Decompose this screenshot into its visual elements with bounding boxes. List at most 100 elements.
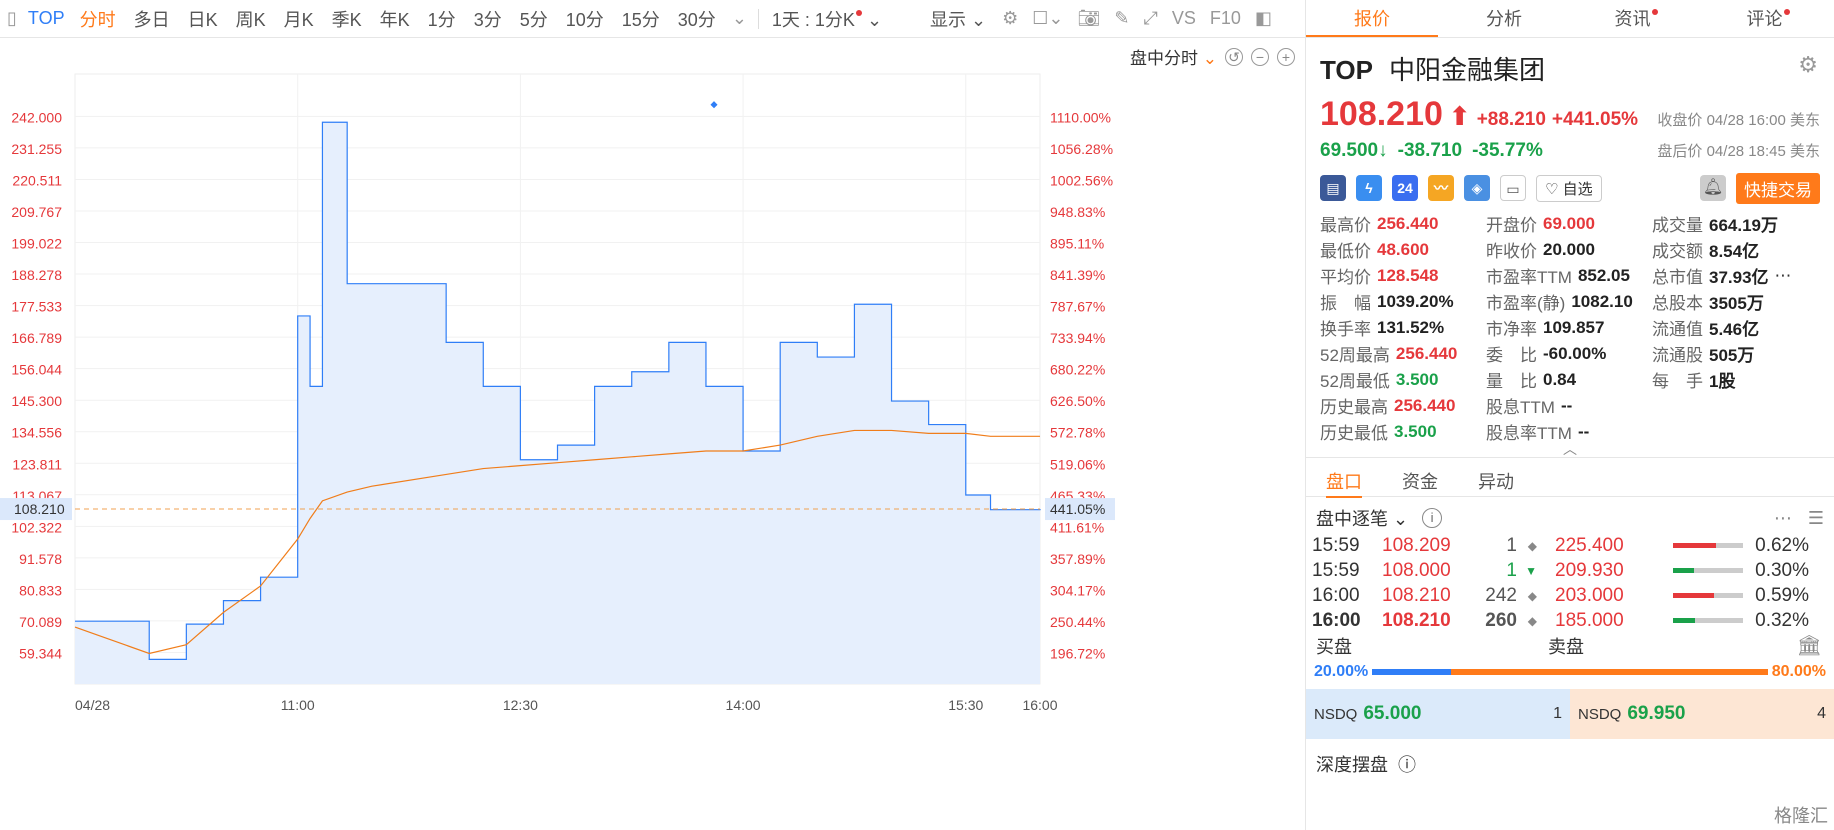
stat-label: 股息率TTM	[1486, 424, 1572, 443]
camera-icon[interactable]: 📷︎	[1077, 8, 1101, 28]
x-tick-label: 12:30	[503, 697, 538, 713]
zoom-out-icon[interactable]: −	[1251, 47, 1269, 66]
price-chart-svg[interactable]: 242.000 1110.00% 231.255 1056.28% 220.511 100…	[0, 38, 1305, 830]
info-icon[interactable]: ⓘ	[1398, 755, 1416, 775]
stat-cell	[1652, 420, 1832, 443]
notification-dot	[1651, 9, 1658, 15]
fullscreen-icon[interactable]: ⤢	[1143, 8, 1158, 28]
nsdq-bid[interactable]: NSDQ 65.000 1	[1306, 689, 1570, 739]
watchlist-label: 自选	[1562, 180, 1593, 198]
stat-cell: 股息率TTM --	[1486, 420, 1652, 444]
period-tab[interactable]: 年K	[379, 9, 410, 30]
period-tab[interactable]: 月K	[283, 9, 314, 30]
after-hours-price: 69.500↓	[1320, 140, 1388, 161]
panel-tab[interactable]: 资金	[1402, 472, 1438, 492]
list-icon[interactable]: ☰	[1807, 507, 1824, 528]
chart-mode-select[interactable]: 盘中分时 ⌄	[1130, 44, 1217, 69]
stock-title: TOP 中阳金融集团	[1320, 50, 1820, 87]
range-select[interactable]: 1天 : 1分K ⌄	[771, 9, 883, 30]
y-right-tick-label: 519.06%	[1050, 456, 1105, 472]
tick-price: 108.210	[1382, 609, 1451, 628]
x-tick-label: 11:00	[281, 697, 315, 713]
trend-icon[interactable]: 〰	[1428, 175, 1454, 201]
lightning-icon[interactable]: ϟ	[1356, 175, 1382, 201]
quote-tabs: 报价 分析 资讯 评论	[1306, 0, 1834, 38]
stat-value: 48.600	[1377, 239, 1429, 259]
stat-cell: 历史最高 256.440	[1320, 394, 1486, 418]
y-right-tick-label: 357.89%	[1050, 551, 1105, 567]
gear-icon[interactable]: ⚙	[1798, 52, 1818, 77]
quote-tab-label: 分析	[1486, 9, 1522, 29]
chevron-down-icon[interactable]: ⌄	[731, 8, 747, 28]
tick-list[interactable]: 15:59 108.209 1 ◆ 15:59 108.000 1 ▼ 16:00 108.210…	[1312, 533, 1537, 628]
period-tab[interactable]: 15分	[621, 9, 660, 30]
stat-cell: 市盈率TTM 852.05	[1486, 264, 1652, 288]
watchlist-button[interactable]: ♡ 自选	[1536, 174, 1602, 202]
color-square-icon[interactable]: ☐⌄	[1032, 8, 1064, 28]
stat-label: 平均价	[1320, 268, 1371, 287]
period-tab[interactable]: 日K	[187, 9, 218, 30]
stat-cell	[1652, 394, 1832, 417]
symbol-label[interactable]: TOP	[27, 8, 65, 28]
quote-tab[interactable]: 报价	[1306, 0, 1438, 37]
period-tab[interactable]: 多日	[133, 9, 170, 30]
tick-row: 15:59 108.000 1 ▼	[1312, 558, 1537, 583]
f10-button[interactable]: F10	[1209, 8, 1241, 28]
period-tab[interactable]: 季K	[331, 9, 362, 30]
y-right-tick-label: 895.11%	[1050, 236, 1104, 252]
collapse-caret-icon[interactable]: ︿	[1563, 441, 1577, 457]
bell-icon[interactable]: 🔔︎	[1700, 175, 1726, 201]
pencil-icon[interactable]: ✎	[1114, 8, 1130, 28]
stat-cell: 每 手 1股	[1652, 368, 1832, 391]
info-icon[interactable]: i	[1422, 508, 1443, 528]
period-tab[interactable]: 30分	[677, 9, 716, 30]
depth-header[interactable]: 深度摆盘 ⓘ	[1306, 739, 1834, 777]
period-tab[interactable]: 3分	[473, 9, 502, 30]
period-tab[interactable]: 10分	[565, 9, 604, 30]
gear-icon[interactable]: ⚙	[1002, 8, 1019, 28]
quote-tab[interactable]: 评论	[1702, 0, 1834, 37]
more-icon[interactable]: ⋯	[1774, 265, 1792, 285]
note-icon[interactable]: ▭	[1500, 175, 1526, 201]
y-left-tick-label: 242.000	[11, 109, 62, 125]
tick-mode-select[interactable]: 盘中逐笔 ⌄	[1316, 505, 1408, 531]
zoom-in-icon[interactable]: +	[1277, 47, 1295, 66]
period-tab[interactable]: 分时	[79, 9, 116, 30]
quote-tab[interactable]: 资讯	[1570, 0, 1702, 37]
ask-exchange: NSDQ	[1578, 705, 1622, 723]
us-flag-icon[interactable]: ▤	[1320, 175, 1346, 201]
display-menu[interactable]: 显示 ⌄	[930, 9, 987, 30]
stat-value: 37.93亿	[1709, 268, 1769, 287]
panel-toggle-icon[interactable]: ◧	[1254, 8, 1272, 28]
watermark: 格隆汇	[1774, 806, 1828, 826]
stat-label: 历史最低	[1320, 424, 1388, 443]
average-line	[74, 429, 1040, 655]
y-left-tick-label: 188.278	[11, 267, 62, 283]
nsdq-ask[interactable]: NSDQ 69.950 4	[1570, 689, 1834, 739]
quick-trade-button[interactable]: 快捷交易	[1736, 172, 1820, 204]
y-left-tick-label: 123.811	[12, 456, 62, 472]
intraday-chart[interactable]: 242.000 1110.00% 231.255 1056.28% 220.511 100…	[0, 38, 1305, 830]
period-tab[interactable]: 周K	[235, 9, 266, 30]
period-tab[interactable]: 5分	[519, 9, 548, 30]
tick-time: 16:00	[1312, 584, 1360, 606]
stat-cell: 最高价 256.440	[1320, 212, 1486, 236]
chevron-down-icon: ⌄	[1393, 509, 1409, 529]
sidebar-toggle-icon[interactable]: ▯	[7, 8, 17, 28]
tick-volume: 242	[1485, 584, 1517, 606]
bank-icon[interactable]: 🏛︎	[1796, 635, 1822, 657]
quote-tab[interactable]: 分析	[1438, 0, 1570, 37]
level-bar	[1673, 543, 1743, 548]
undo-icon[interactable]: ↺	[1225, 47, 1243, 66]
24h-icon[interactable]: 24	[1392, 175, 1418, 201]
y-right-tick-label: 680.22%	[1050, 362, 1105, 378]
panel-tab[interactable]: 异动	[1478, 472, 1514, 492]
period-tab[interactable]: 1分	[427, 9, 456, 30]
price-level-list[interactable]: 225.400 0.62% 209.930 0.30% 203.000 0.59% 185.…	[1537, 533, 1828, 628]
tick-volume: 260	[1485, 609, 1517, 628]
more-icon[interactable]: ⋯	[1773, 507, 1792, 528]
panel-tab[interactable]: 盘口	[1326, 468, 1362, 498]
compare-button[interactable]: VS	[1171, 8, 1196, 28]
tag-icon[interactable]: ◈	[1464, 175, 1490, 201]
